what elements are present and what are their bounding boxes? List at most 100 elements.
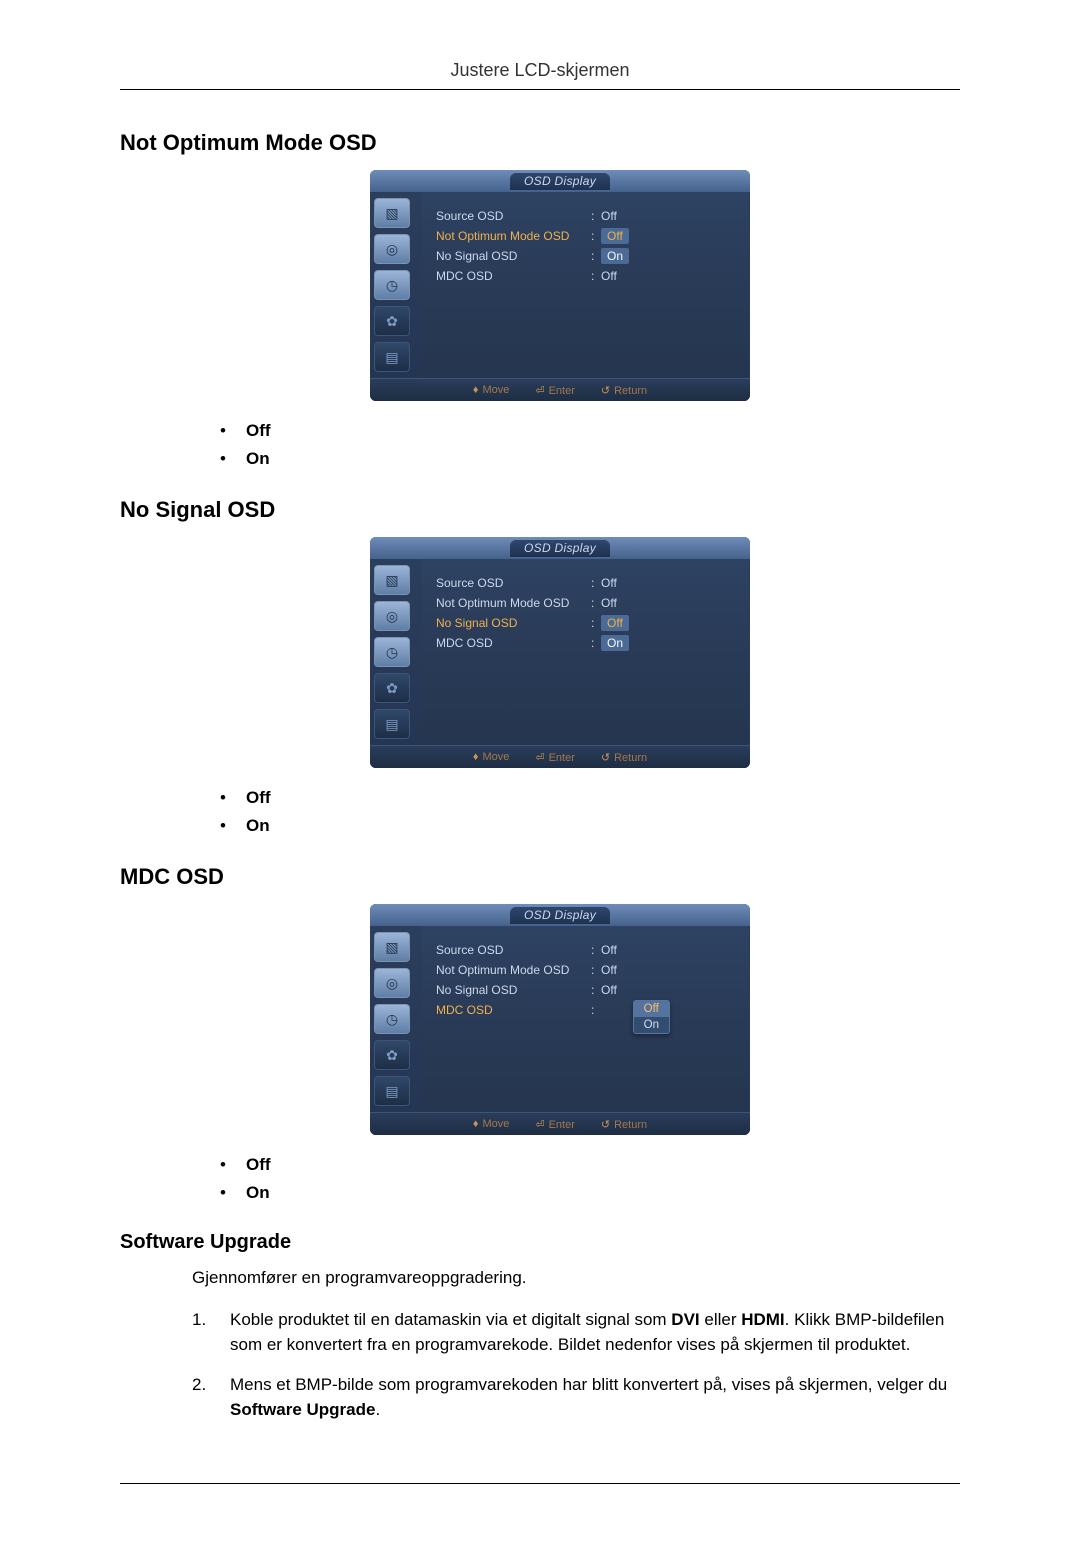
osd-dropdown[interactable]: OffOn	[633, 1000, 670, 1034]
osd-screenshot: OSD Display ▧ ◎ ◷ ✿ ▤ Source OSD : Off Not O…	[370, 537, 960, 768]
osd-icon-strip: ▧ ◎ ◷ ✿ ▤	[370, 559, 422, 745]
option-item: On	[220, 816, 960, 836]
osd-foot-return: ↺Return	[601, 1118, 647, 1131]
osd-body: ▧ ◎ ◷ ✿ ▤ Source OSD : Off Not Optimum Mode …	[370, 926, 750, 1112]
section-heading: MDC OSD	[120, 864, 960, 890]
settings-icon[interactable]: ✿	[374, 306, 410, 336]
osd-row-sep: :	[591, 636, 601, 650]
section-heading: Not Optimum Mode OSD	[120, 130, 960, 156]
timer-icon[interactable]: ◷	[374, 637, 410, 667]
tools-icon[interactable]: ▤	[374, 1076, 410, 1106]
settings-icon[interactable]: ✿	[374, 1040, 410, 1070]
software-upgrade-steps: Koble produktet til en datamaskin via et…	[192, 1308, 960, 1423]
osd-footer: ♦Move ⏎Enter ↺Return	[370, 1112, 750, 1135]
osd-row[interactable]: Not Optimum Mode OSD : Off	[436, 593, 736, 613]
osd-foot-return: ↺Return	[601, 751, 647, 764]
osd-foot-enter: ⏎Enter	[535, 384, 575, 397]
option-list: OffOn	[220, 1155, 960, 1203]
osd-row-value: Off	[601, 983, 617, 997]
option-list: OffOn	[220, 421, 960, 469]
osd-row-sep: :	[591, 616, 601, 630]
osd-panel: OSD Display ▧ ◎ ◷ ✿ ▤ Source OSD : Off Not O…	[370, 170, 750, 401]
osd-body: ▧ ◎ ◷ ✿ ▤ Source OSD : Off Not Optimum Mode …	[370, 559, 750, 745]
software-upgrade-title: Software Upgrade	[120, 1231, 960, 1254]
osd-content: Source OSD : Off Not Optimum Mode OSD : …	[422, 926, 750, 1112]
osd-content: Source OSD : Off Not Optimum Mode OSD : …	[422, 192, 750, 378]
osd-row[interactable]: MDC OSD : On	[436, 633, 736, 653]
osd-header: OSD Display	[370, 537, 750, 559]
osd-dropdown-option[interactable]: Off	[634, 1001, 669, 1017]
osd-screenshot: OSD Display ▧ ◎ ◷ ✿ ▤ Source OSD : Off Not O…	[370, 170, 960, 401]
osd-content: Source OSD : Off Not Optimum Mode OSD : …	[422, 559, 750, 745]
osd-foot-enter: ⏎Enter	[535, 751, 575, 764]
osd-row-value: On	[601, 635, 629, 651]
osd-screenshot: OSD Display ▧ ◎ ◷ ✿ ▤ Source OSD : Off Not O…	[370, 904, 960, 1135]
osd-header: OSD Display	[370, 904, 750, 926]
osd-row-label: Source OSD	[436, 209, 591, 223]
osd-row[interactable]: Source OSD : Off	[436, 206, 736, 226]
osd-row[interactable]: No Signal OSD : On	[436, 246, 736, 266]
osd-body: ▧ ◎ ◷ ✿ ▤ Source OSD : Off Not Optimum Mode …	[370, 192, 750, 378]
osd-dropdown-option[interactable]: On	[634, 1017, 669, 1033]
osd-footer: ♦Move ⏎Enter ↺Return	[370, 745, 750, 768]
osd-row-label: Not Optimum Mode OSD	[436, 596, 591, 610]
osd-row-value: Off	[601, 963, 617, 977]
picture-icon[interactable]: ▧	[374, 932, 410, 962]
picture-icon[interactable]: ▧	[374, 198, 410, 228]
option-item: Off	[220, 421, 960, 441]
osd-row-sep: :	[591, 963, 601, 977]
osd-row-label: No Signal OSD	[436, 616, 591, 630]
timer-icon[interactable]: ◷	[374, 1004, 410, 1034]
input-icon[interactable]: ◎	[374, 601, 410, 631]
osd-row[interactable]: Source OSD : Off	[436, 940, 736, 960]
osd-header: OSD Display	[370, 170, 750, 192]
osd-row[interactable]: Source OSD : Off	[436, 573, 736, 593]
osd-row-label: No Signal OSD	[436, 249, 591, 263]
osd-panel: OSD Display ▧ ◎ ◷ ✿ ▤ Source OSD : Off Not O…	[370, 904, 750, 1135]
osd-row-label: Not Optimum Mode OSD	[436, 229, 591, 243]
osd-title: OSD Display	[510, 173, 610, 190]
osd-row-value: Off	[601, 576, 617, 590]
osd-title: OSD Display	[510, 907, 610, 924]
osd-foot-return: ↺Return	[601, 384, 647, 397]
osd-row[interactable]: MDC OSD : Off	[436, 266, 736, 286]
tools-icon[interactable]: ▤	[374, 709, 410, 739]
osd-row-label: MDC OSD	[436, 636, 591, 650]
page-title: Justere LCD-skjermen	[120, 60, 960, 90]
osd-footer: ♦Move ⏎Enter ↺Return	[370, 378, 750, 401]
osd-row-sep: :	[591, 229, 601, 243]
tools-icon[interactable]: ▤	[374, 342, 410, 372]
osd-row-sep: :	[591, 209, 601, 223]
osd-row-sep: :	[591, 1003, 601, 1017]
software-step: Koble produktet til en datamaskin via et…	[192, 1308, 960, 1357]
osd-row-value: On	[601, 248, 629, 264]
option-list: OffOn	[220, 788, 960, 836]
osd-row[interactable]: No Signal OSD : Off	[436, 613, 736, 633]
input-icon[interactable]: ◎	[374, 234, 410, 264]
osd-row-label: MDC OSD	[436, 269, 591, 283]
osd-row-label: MDC OSD	[436, 1003, 591, 1017]
osd-row[interactable]: MDC OSD :	[436, 1000, 736, 1020]
osd-row-sep: :	[591, 596, 601, 610]
osd-row[interactable]: Not Optimum Mode OSD : Off	[436, 226, 736, 246]
osd-row-label: No Signal OSD	[436, 983, 591, 997]
page: Justere LCD-skjermen Not Optimum Mode OS…	[0, 0, 1080, 1544]
osd-title: OSD Display	[510, 540, 610, 557]
software-step: Mens et BMP-bilde som programvarekoden h…	[192, 1373, 960, 1422]
osd-row-sep: :	[591, 983, 601, 997]
osd-foot-enter: ⏎Enter	[535, 1118, 575, 1131]
osd-row-sep: :	[591, 576, 601, 590]
osd-row[interactable]: No Signal OSD : Off	[436, 980, 736, 1000]
settings-icon[interactable]: ✿	[374, 673, 410, 703]
osd-row-value: Off	[601, 269, 617, 283]
osd-foot-move: ♦Move	[473, 1118, 510, 1130]
osd-row[interactable]: Not Optimum Mode OSD : Off	[436, 960, 736, 980]
osd-row-sep: :	[591, 249, 601, 263]
osd-row-sep: :	[591, 943, 601, 957]
input-icon[interactable]: ◎	[374, 968, 410, 998]
section-heading: No Signal OSD	[120, 497, 960, 523]
timer-icon[interactable]: ◷	[374, 270, 410, 300]
osd-foot-move: ♦Move	[473, 751, 510, 763]
software-upgrade-intro: Gjennomfører en programvareoppgradering.	[192, 1268, 960, 1288]
picture-icon[interactable]: ▧	[374, 565, 410, 595]
